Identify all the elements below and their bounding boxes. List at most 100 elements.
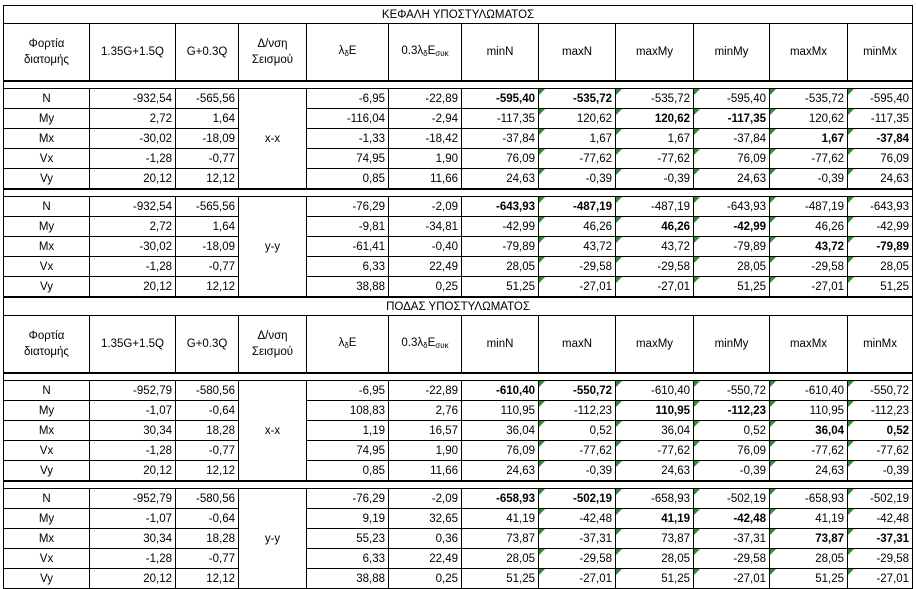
cell-value[interactable]: -77,62	[769, 440, 848, 461]
cell-value[interactable]: -27,01	[615, 276, 694, 298]
cell-value[interactable]: 73,87	[461, 528, 539, 549]
row-label[interactable]: Mx	[3, 128, 90, 149]
header-g-0-3q[interactable]: G+0.3Q	[175, 23, 239, 82]
cell-value[interactable]: -18,09	[175, 128, 239, 149]
cell-value[interactable]: -77,62	[615, 440, 694, 461]
cell-value[interactable]: -952,79	[89, 488, 176, 509]
cell-value[interactable]: 28,05	[461, 548, 539, 569]
cell-value[interactable]: 6,33	[306, 548, 389, 569]
header-lambda-e[interactable]: λδE	[306, 23, 389, 82]
cell-value[interactable]: 0,25	[388, 276, 462, 298]
cell-value[interactable]: -61,41	[306, 236, 389, 257]
cell-value[interactable]: -0,77	[175, 256, 239, 277]
cell-value[interactable]: 28,05	[615, 548, 694, 569]
cell-value[interactable]: -565,56	[175, 88, 239, 109]
header-maxn[interactable]: maxN	[538, 23, 616, 82]
cell-value[interactable]: 1,67	[615, 128, 694, 149]
row-label[interactable]: Vy	[3, 168, 90, 190]
row-label[interactable]: Mx	[3, 236, 90, 257]
cell-value[interactable]: -643,93	[693, 196, 770, 217]
cell-value[interactable]: -79,89	[461, 236, 539, 257]
cell-value[interactable]: -0,39	[538, 460, 616, 482]
header-1-35g-1-5q[interactable]: 1.35G+1.5Q	[89, 315, 176, 374]
cell-value[interactable]: 0,85	[306, 460, 389, 482]
cell-value[interactable]: 46,26	[538, 216, 616, 237]
cell-value[interactable]: 12,12	[175, 168, 239, 190]
cell-value[interactable]: 43,72	[769, 236, 848, 257]
cell-value[interactable]: 74,95	[306, 440, 389, 461]
header-0-3-lambda-e-syk[interactable]: 0.3λδEσυκ	[388, 23, 462, 82]
cell-value[interactable]: -1,28	[89, 440, 176, 461]
seismic-direction[interactable]: y-y	[238, 488, 307, 589]
cell-value[interactable]: -487,19	[615, 196, 694, 217]
cell-value[interactable]: -117,35	[846, 108, 914, 129]
cell-value[interactable]: 51,25	[846, 276, 914, 298]
row-label[interactable]: N	[3, 196, 90, 217]
cell-value[interactable]: -2,09	[388, 196, 462, 217]
cell-value[interactable]: 76,09	[693, 148, 770, 169]
row-label[interactable]: Vy	[3, 460, 90, 482]
row-label[interactable]: My	[3, 508, 90, 529]
cell-value[interactable]: 120,62	[615, 108, 694, 129]
cell-value[interactable]: 20,12	[89, 460, 176, 482]
cell-value[interactable]: -117,35	[693, 108, 770, 129]
cell-value[interactable]: -77,62	[538, 148, 616, 169]
cell-value[interactable]: 108,83	[306, 400, 389, 421]
cell-value[interactable]: 120,62	[538, 108, 616, 129]
cell-value[interactable]: -1,28	[89, 256, 176, 277]
cell-value[interactable]: 43,72	[538, 236, 616, 257]
cell-value[interactable]: 12,12	[175, 568, 239, 589]
cell-value[interactable]: 110,95	[615, 400, 694, 421]
cell-value[interactable]: -502,19	[693, 488, 770, 509]
seismic-direction[interactable]: y-y	[238, 196, 307, 298]
cell-value[interactable]: -0,39	[615, 168, 694, 190]
header-1-35g-1-5q[interactable]: 1.35G+1.5Q	[89, 23, 176, 82]
row-label[interactable]: My	[3, 108, 90, 129]
cell-value[interactable]: 2,72	[89, 216, 176, 237]
section-title[interactable]: ΠΟΔΑΣ ΥΠΟΣΤΥΛΩΜΑΤΟΣ	[2, 296, 914, 316]
cell-value[interactable]: 24,63	[769, 460, 848, 482]
cell-value[interactable]: 30,34	[89, 528, 176, 549]
cell-value[interactable]: 0,36	[388, 528, 462, 549]
header-minmy[interactable]: minMy	[693, 23, 770, 82]
cell-value[interactable]: 76,09	[693, 440, 770, 461]
cell-value[interactable]: 41,19	[461, 508, 539, 529]
cell-value[interactable]: 110,95	[461, 400, 539, 421]
cell-value[interactable]: -112,23	[538, 400, 616, 421]
cell-value[interactable]: 20,12	[89, 568, 176, 589]
cell-value[interactable]: -77,62	[846, 440, 914, 461]
cell-value[interactable]: -30,02	[89, 236, 176, 257]
cell-value[interactable]: 30,34	[89, 420, 176, 441]
cell-value[interactable]: 24,63	[846, 168, 914, 190]
cell-value[interactable]: -535,72	[769, 88, 848, 109]
cell-value[interactable]: 2,76	[388, 400, 462, 421]
header-loads[interactable]: Φορτία διατομής	[3, 23, 90, 82]
cell-value[interactable]: -1,28	[89, 548, 176, 569]
cell-value[interactable]: 24,63	[461, 168, 539, 190]
cell-value[interactable]: 38,88	[306, 568, 389, 589]
cell-value[interactable]: -0,39	[693, 460, 770, 482]
cell-value[interactable]: 36,04	[615, 420, 694, 441]
cell-value[interactable]: 120,62	[769, 108, 848, 129]
cell-value[interactable]: 76,09	[461, 148, 539, 169]
header-minmy[interactable]: minMy	[693, 315, 770, 374]
header-loads[interactable]: Φορτία διατομής	[3, 315, 90, 374]
cell-value[interactable]: -535,72	[615, 88, 694, 109]
cell-value[interactable]: 22,49	[388, 548, 462, 569]
cell-value[interactable]: 24,63	[693, 168, 770, 190]
cell-value[interactable]: -77,62	[538, 440, 616, 461]
cell-value[interactable]: -34,81	[388, 216, 462, 237]
cell-value[interactable]: -29,58	[693, 548, 770, 569]
row-label[interactable]: N	[3, 380, 90, 401]
row-label[interactable]: Mx	[3, 420, 90, 441]
cell-value[interactable]: -1,07	[89, 400, 176, 421]
cell-value[interactable]: -2,09	[388, 488, 462, 509]
header-maxmx[interactable]: maxMx	[769, 315, 848, 374]
cell-value[interactable]: 32,65	[388, 508, 462, 529]
cell-value[interactable]: 76,09	[846, 148, 914, 169]
cell-value[interactable]: 55,23	[306, 528, 389, 549]
cell-value[interactable]: -42,48	[693, 508, 770, 529]
cell-value[interactable]: -22,89	[388, 380, 462, 401]
cell-value[interactable]: -0,77	[175, 440, 239, 461]
cell-value[interactable]: -535,72	[538, 88, 616, 109]
